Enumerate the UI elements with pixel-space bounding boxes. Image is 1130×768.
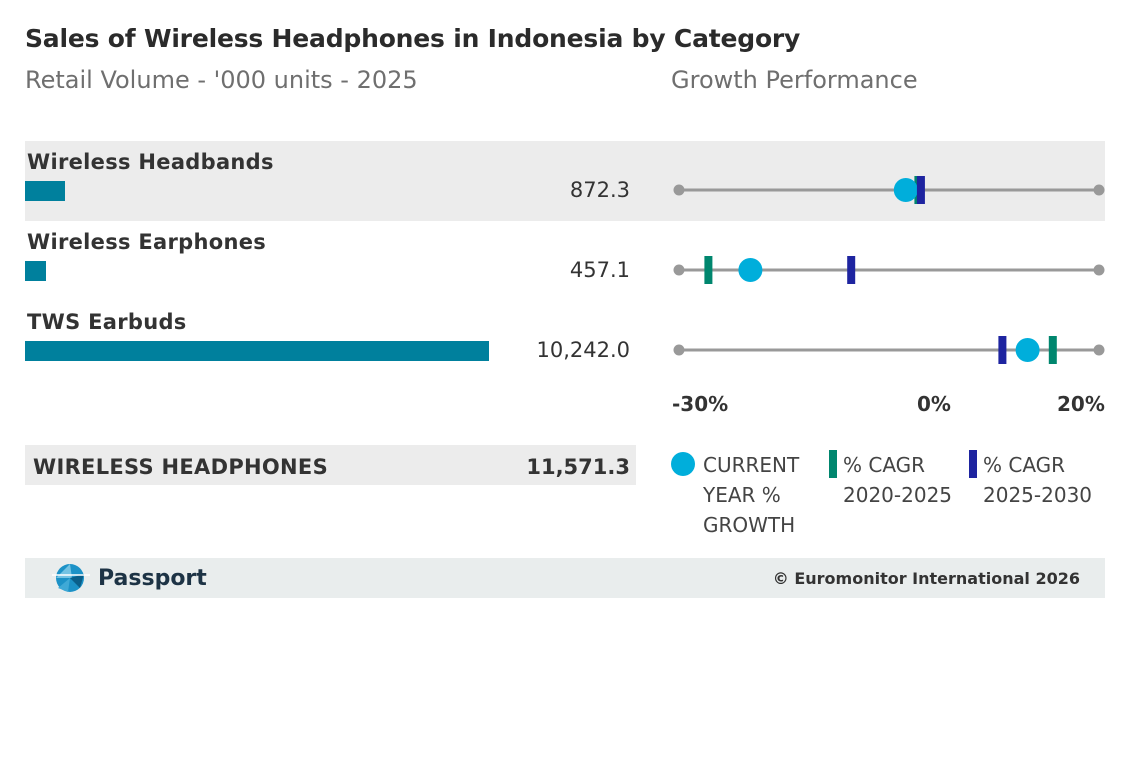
volume-bar bbox=[25, 261, 46, 281]
passport-globe-icon bbox=[52, 564, 90, 592]
volume-bar bbox=[25, 341, 489, 361]
axis-endpoint bbox=[673, 184, 685, 196]
footer-copyright: © Euromonitor International 2026 bbox=[772, 569, 1080, 588]
cagr-2025-2030-marker bbox=[998, 336, 1007, 364]
cagr-2025-2030-marker bbox=[847, 256, 856, 284]
category-label: TWS Earbuds bbox=[27, 310, 187, 334]
axis-endpoint bbox=[1093, 184, 1105, 196]
chart-subtitle: Retail Volume - '000 units - 2025 bbox=[25, 66, 418, 94]
category-label: Wireless Earphones bbox=[27, 230, 267, 254]
cagr-2020-2025-marker bbox=[1048, 336, 1057, 364]
footer-bar bbox=[25, 558, 1105, 598]
axis-endpoint bbox=[673, 344, 685, 356]
row-background-1 bbox=[25, 141, 1105, 221]
value-label: 457.1 bbox=[569, 258, 630, 282]
footer-brand: Passport bbox=[98, 566, 207, 591]
volume-bar bbox=[25, 181, 65, 201]
current-growth-point bbox=[738, 258, 763, 282]
axis-tick-label: -30% bbox=[672, 392, 729, 416]
legend-cagr-2020-2025-label: % CAGR 2020-2025 bbox=[843, 453, 953, 507]
current-growth-point bbox=[1015, 338, 1040, 362]
axis-endpoint bbox=[1093, 344, 1105, 356]
value-label: 872.3 bbox=[569, 178, 630, 202]
legend-cagr-2020-2025-marker bbox=[829, 450, 837, 478]
total-box bbox=[25, 445, 636, 485]
legend-cagr-2025-2030-marker bbox=[969, 450, 977, 478]
current-growth-point bbox=[893, 178, 918, 202]
cagr-2025-2030-marker bbox=[916, 176, 925, 204]
axis-endpoint bbox=[673, 264, 685, 276]
axis-endpoint bbox=[1093, 264, 1105, 276]
axis-tick-label: 0% bbox=[917, 392, 951, 416]
legend-current-growth-dot bbox=[671, 452, 695, 476]
total-label: WIRELESS HEADPHONES bbox=[33, 455, 329, 479]
growth-subtitle: Growth Performance bbox=[671, 66, 918, 94]
cagr-2020-2025-marker bbox=[704, 256, 713, 284]
legend-cagr-2025-2030-label: % CAGR 2025-2030 bbox=[983, 453, 1093, 507]
total-value: 11,571.3 bbox=[526, 455, 630, 479]
legend-current-growth-label: CURRENT YEAR % GROWTH bbox=[703, 453, 800, 537]
chart-title: Sales of Wireless Headphones in Indonesi… bbox=[25, 24, 801, 53]
axis-tick-label: 20% bbox=[1057, 392, 1105, 416]
category-label: Wireless Headbands bbox=[27, 150, 274, 174]
value-label: 10,242.0 bbox=[536, 338, 630, 362]
growth-performance-chart bbox=[673, 176, 1105, 364]
